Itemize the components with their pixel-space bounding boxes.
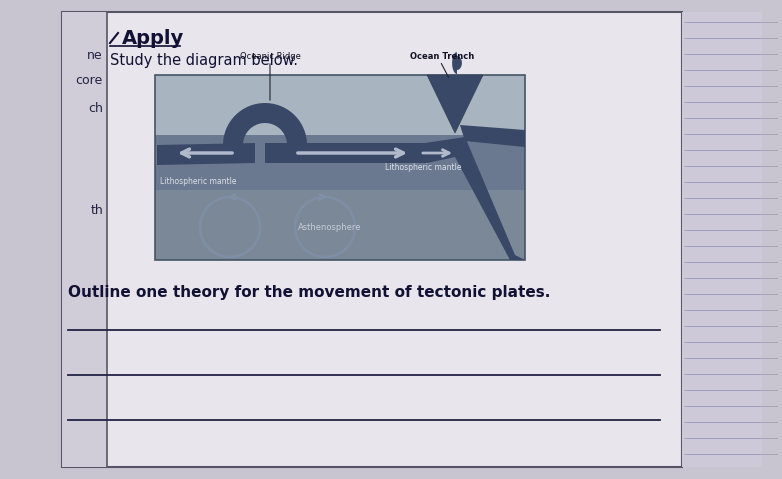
Bar xyxy=(682,12,762,467)
Bar xyxy=(62,12,107,467)
Text: ne: ne xyxy=(88,48,103,61)
Polygon shape xyxy=(223,103,265,158)
Text: Outline one theory for the movement of tectonic plates.: Outline one theory for the movement of t… xyxy=(68,285,551,300)
Polygon shape xyxy=(265,103,307,145)
Text: core: core xyxy=(76,73,103,87)
Text: ch: ch xyxy=(88,102,103,114)
Polygon shape xyxy=(425,137,525,260)
Polygon shape xyxy=(265,143,425,163)
Polygon shape xyxy=(452,52,462,74)
Bar xyxy=(155,135,525,190)
Bar xyxy=(62,12,682,467)
Bar xyxy=(155,75,525,152)
Polygon shape xyxy=(460,125,525,147)
Text: Apply: Apply xyxy=(122,28,185,47)
Text: Study the diagram below.: Study the diagram below. xyxy=(110,53,298,68)
Text: Lithospheric mantle: Lithospheric mantle xyxy=(385,162,461,171)
Bar xyxy=(155,75,525,260)
Polygon shape xyxy=(427,75,483,133)
Text: th: th xyxy=(90,204,103,217)
Text: Lithospheric mantle: Lithospheric mantle xyxy=(160,178,236,186)
Text: Ocean Trench: Ocean Trench xyxy=(410,52,474,61)
Text: Oceanic Ridge: Oceanic Ridge xyxy=(239,52,300,61)
Bar xyxy=(155,152,525,260)
Polygon shape xyxy=(157,143,255,165)
Text: Asthenosphere: Asthenosphere xyxy=(298,223,362,231)
